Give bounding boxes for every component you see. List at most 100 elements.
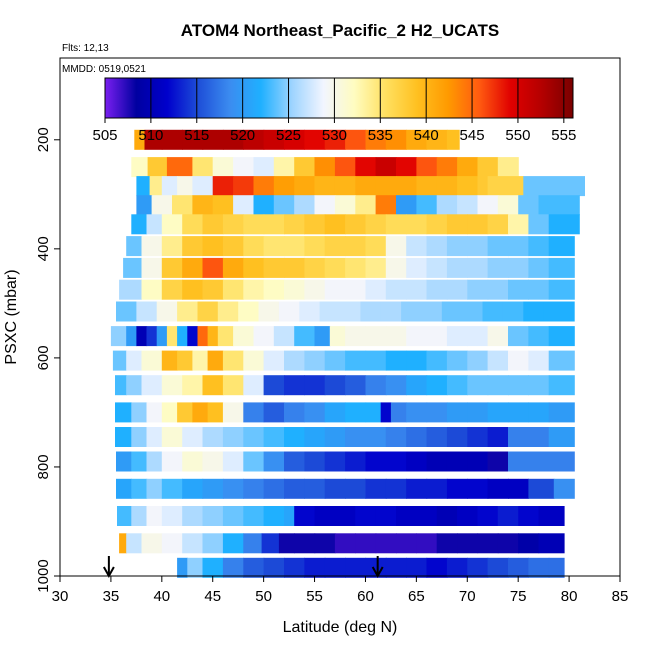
heatmap-cell — [446, 214, 468, 235]
heatmap-cell — [385, 236, 407, 257]
heatmap-cell — [136, 195, 153, 216]
heatmap-cell — [172, 195, 193, 216]
heatmap-cell — [304, 375, 326, 396]
heatmap-cell — [406, 350, 428, 371]
heatmap-cell — [192, 176, 214, 197]
heatmap-cell — [426, 279, 448, 300]
heatmap-cell — [263, 375, 285, 396]
heatmap-cell — [304, 478, 326, 499]
heatmap-cell — [528, 451, 550, 472]
heatmap-cell — [477, 157, 499, 178]
heatmap-cell — [446, 375, 468, 396]
heatmap-cell — [284, 350, 305, 371]
heatmap-cell — [345, 236, 367, 257]
y-tick-label: 400 — [35, 236, 52, 261]
heatmap-cell — [523, 301, 545, 322]
heatmap-cell — [141, 350, 163, 371]
heatmap-cell — [126, 236, 143, 257]
heatmap-cell — [528, 402, 550, 423]
heatmap-cell — [446, 557, 468, 578]
heatmap-cell — [156, 326, 168, 347]
heatmap-cell — [365, 214, 387, 235]
x-tick-label: 70 — [459, 588, 476, 605]
heatmap-cell — [253, 326, 275, 347]
heatmap-cell — [243, 129, 265, 150]
heatmap-cell — [538, 533, 565, 554]
heatmap-cell — [222, 214, 244, 235]
heatmap-cell — [375, 176, 397, 197]
heatmap-cell — [161, 350, 178, 371]
heatmap-cell — [258, 301, 280, 322]
heatmap-cell — [543, 301, 575, 322]
heatmap-cell — [355, 533, 377, 554]
heatmap-cell — [467, 350, 489, 371]
heatmap-cell — [177, 402, 193, 423]
heatmap-cell — [406, 557, 428, 578]
heatmap-cell — [243, 427, 265, 447]
heatmap-cell — [177, 350, 193, 371]
y-tick-label: 200 — [35, 127, 52, 152]
heatmap-cell — [375, 533, 397, 554]
heatmap-cell — [161, 533, 183, 554]
heatmap-cell — [334, 157, 356, 178]
heatmap-cell — [243, 506, 265, 526]
heatmap-cell — [508, 257, 529, 278]
heatmap-cell — [487, 427, 509, 447]
heatmap-cell — [115, 402, 132, 423]
heatmap-cell — [487, 214, 509, 235]
heatmap-cell — [446, 326, 468, 347]
heatmap-cell — [278, 301, 300, 322]
heatmap-cell — [182, 279, 204, 300]
heatmap-cell — [528, 279, 550, 300]
heatmap-cell — [345, 402, 367, 423]
heatmap-cell — [202, 214, 224, 235]
heatmap-cell — [345, 326, 367, 347]
heatmap-cell — [446, 257, 468, 278]
heatmap-cell — [467, 557, 489, 578]
heatmap-cell — [421, 301, 443, 322]
heatmap-cell — [112, 350, 127, 371]
x-tick-label: 75 — [510, 588, 527, 605]
heatmap-cell — [324, 451, 346, 472]
heatmap-cell — [487, 557, 509, 578]
heatmap-cell — [263, 402, 285, 423]
heatmap-cell — [528, 326, 550, 347]
heatmap-cell — [212, 157, 234, 178]
heatmap-cell — [182, 451, 204, 472]
heatmap-cell — [324, 375, 346, 396]
x-axis: 30 35 40 45 50 55 60 65 70 75 80 85 — [52, 576, 628, 605]
heatmap-cell — [385, 557, 407, 578]
heatmap-cell — [396, 157, 417, 178]
heatmap-cell — [222, 557, 244, 578]
heatmap-cell — [284, 557, 305, 578]
heatmap-cell — [553, 478, 575, 499]
heatmap-cell — [146, 214, 163, 235]
dates-label: MMDD: 0519,0521 — [62, 64, 146, 75]
heatmap-cell — [385, 350, 407, 371]
heatmap-cell — [355, 195, 377, 216]
heatmap-cell — [345, 257, 367, 278]
colorbar-tick-label: 555 — [551, 127, 576, 144]
heatmap-cell — [182, 236, 204, 257]
heatmap-cell — [233, 195, 255, 216]
heatmap-cell — [294, 176, 316, 197]
heatmap-cell — [284, 427, 305, 447]
heatmap-cell — [528, 236, 550, 257]
heatmap-cell — [192, 402, 209, 423]
heatmap-cell — [212, 195, 234, 216]
heatmap-cell — [345, 279, 367, 300]
heatmap-cell — [243, 402, 265, 423]
heatmap-cell — [324, 129, 346, 150]
x-tick-label: 35 — [103, 588, 120, 605]
heatmap-cell — [396, 533, 417, 554]
heatmap-cell — [497, 195, 519, 216]
heatmap-cell — [166, 157, 193, 178]
heatmap-cell — [436, 195, 458, 216]
heatmap-cell — [365, 375, 387, 396]
heatmap-cell — [457, 176, 479, 197]
heatmap-cell — [528, 478, 555, 499]
y-tick-label: 800 — [35, 454, 52, 479]
heatmap-cell — [548, 451, 575, 472]
heatmap-cell — [243, 214, 265, 235]
heatmap-cell — [324, 257, 346, 278]
